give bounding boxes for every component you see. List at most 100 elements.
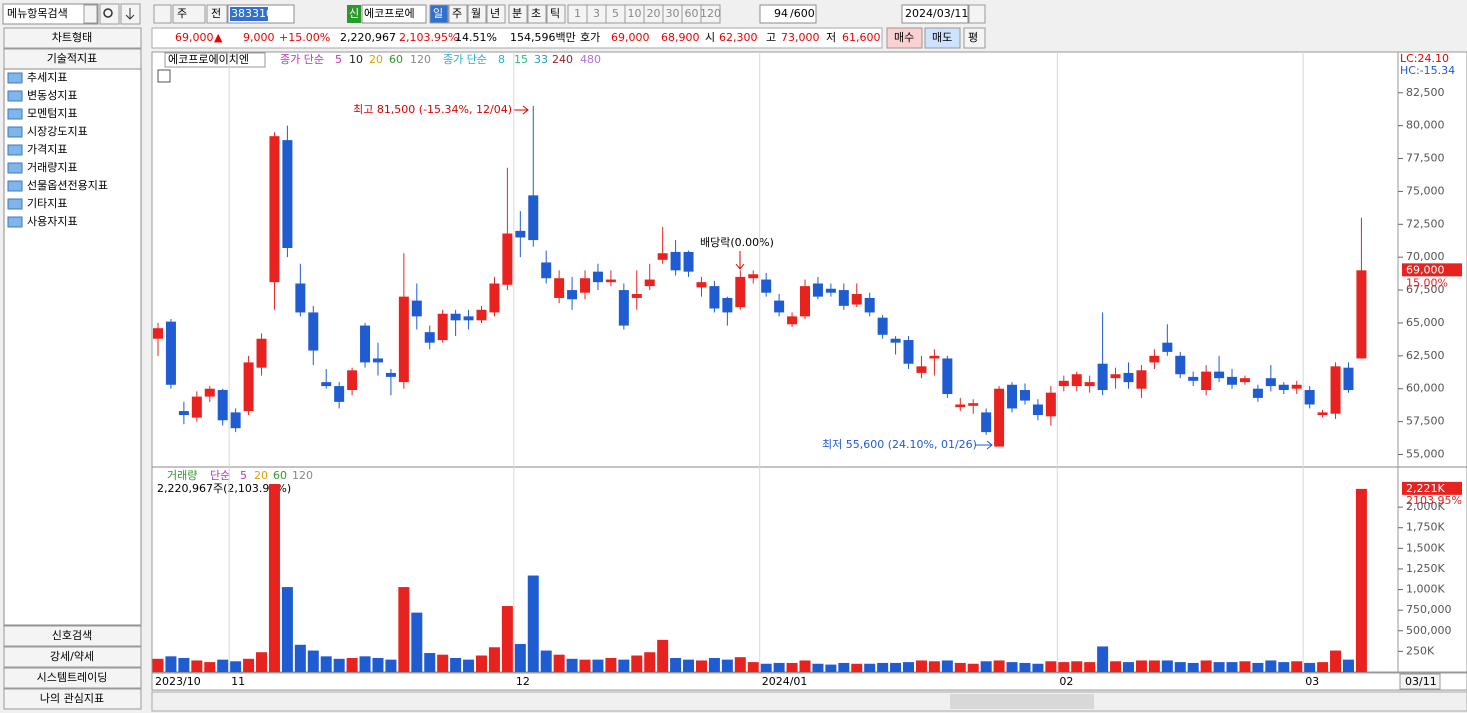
- sell-button[interactable]: [924, 27, 961, 49]
- tree-item[interactable]: 사용자지표: [27, 215, 78, 228]
- table-icon[interactable]: [157, 69, 171, 83]
- candle-body: [541, 262, 552, 279]
- tree-item[interactable]: 변동성지표: [27, 89, 78, 102]
- volume-bar: [915, 660, 927, 672]
- legend-period[interactable]: 120: [292, 469, 313, 482]
- period-label: 초: [531, 7, 541, 20]
- x-axis-area: [151, 672, 1467, 691]
- tab-label: 기술적지표: [47, 52, 98, 65]
- period-button[interactable]: [448, 4, 468, 24]
- y-tick-label: 1,500K: [1406, 541, 1445, 554]
- scrollbar[interactable]: [151, 691, 1467, 712]
- y-tick-label: 75,000: [1406, 184, 1445, 197]
- count-box[interactable]: [759, 4, 817, 24]
- calendar-button[interactable]: [968, 4, 986, 24]
- search-box[interactable]: [2, 3, 99, 25]
- legend-period[interactable]: 10: [349, 53, 363, 66]
- buy-button[interactable]: [886, 27, 923, 49]
- info-ask: 69,000: [611, 31, 650, 44]
- volume-bar: [488, 647, 500, 672]
- last-price: 69,000: [1406, 263, 1445, 276]
- candle-body: [1252, 388, 1263, 398]
- legend-period[interactable]: 60: [273, 469, 287, 482]
- legend-period[interactable]: 20: [254, 469, 268, 482]
- volume-bar: [993, 660, 1005, 672]
- name-box[interactable]: [361, 4, 427, 24]
- candle-body: [1201, 371, 1212, 391]
- legend-period[interactable]: 120: [410, 53, 431, 66]
- panel-button[interactable]: [3, 667, 142, 689]
- tool-button[interactable]: [153, 4, 172, 24]
- legend-period[interactable]: 33: [534, 53, 548, 66]
- legend-period[interactable]: 480: [580, 53, 601, 66]
- annotation-arrow: [735, 251, 745, 270]
- candle-body: [204, 388, 215, 397]
- candle-body: [644, 279, 655, 287]
- info-high: 73,000: [781, 31, 820, 44]
- y-tick-label: 2,000K: [1406, 500, 1445, 513]
- period-button[interactable]: [486, 4, 506, 24]
- last-change: 15.00%: [1406, 276, 1448, 289]
- tree-item[interactable]: 추세지표: [27, 71, 67, 84]
- legend-period[interactable]: 5: [240, 469, 247, 482]
- volume-bar: [1355, 488, 1367, 672]
- volume-bar: [385, 659, 397, 672]
- tree-item[interactable]: 가격지표: [27, 143, 67, 156]
- candle-body: [1084, 382, 1095, 387]
- candle-body: [295, 283, 306, 313]
- candle-body: [1356, 270, 1367, 359]
- volume-bar: [941, 660, 953, 672]
- tree-item[interactable]: 시장강도지표: [27, 125, 88, 138]
- panel-button[interactable]: [3, 688, 142, 710]
- candle-body: [696, 282, 707, 288]
- volume-bar: [540, 650, 552, 672]
- volume-bar: [890, 662, 902, 672]
- interval-label: 20: [647, 7, 661, 20]
- period-button[interactable]: [527, 4, 547, 24]
- volume-bar: [1135, 660, 1147, 672]
- period-button[interactable]: [429, 4, 449, 24]
- tree-item[interactable]: 선물옵션전용지표: [27, 179, 108, 192]
- legend-period[interactable]: 240: [552, 53, 573, 66]
- legend-period[interactable]: 15: [514, 53, 528, 66]
- search-button[interactable]: [99, 3, 120, 25]
- period-button[interactable]: [508, 4, 528, 24]
- candle-body: [683, 251, 694, 272]
- period-button[interactable]: [546, 4, 566, 24]
- tree-item[interactable]: 기타지표: [27, 197, 67, 210]
- candle-body: [178, 411, 189, 416]
- tool-button[interactable]: [206, 4, 228, 24]
- candle-body: [243, 362, 254, 412]
- dropdown[interactable]: [83, 4, 98, 24]
- folder-icon: [7, 216, 23, 228]
- panel-button[interactable]: [3, 646, 142, 668]
- toolbar-label: 전: [211, 7, 221, 20]
- legend-period[interactable]: 60: [389, 53, 403, 66]
- legend-period[interactable]: 8: [498, 53, 505, 66]
- volume-bar: [424, 653, 436, 672]
- volume-bar: [1110, 661, 1122, 672]
- volume-bar: [1161, 660, 1173, 672]
- candle-body: [774, 300, 785, 313]
- candle-body: [437, 313, 448, 341]
- interval-label: 30: [666, 7, 680, 20]
- y-tick-label: 500,000: [1406, 624, 1452, 637]
- candle-body: [1291, 384, 1302, 389]
- tree-item[interactable]: 모멘텀지표: [27, 107, 78, 120]
- scroll-thumb[interactable]: [950, 694, 1094, 709]
- avg-button[interactable]: [963, 27, 986, 49]
- volume-bar: [799, 660, 811, 672]
- date-box[interactable]: [901, 4, 969, 24]
- chart-title: 에코프로에이치엔: [168, 53, 249, 66]
- interval-button[interactable]: [700, 4, 721, 24]
- panel-button[interactable]: [3, 625, 142, 647]
- cursor-box: [1399, 673, 1441, 690]
- legend-period[interactable]: 20: [369, 53, 383, 66]
- legend-period[interactable]: 5: [335, 53, 342, 66]
- period-button[interactable]: [467, 4, 487, 24]
- candle-body: [489, 283, 500, 313]
- tool-button[interactable]: [172, 4, 206, 24]
- tab[interactable]: [3, 27, 142, 49]
- tree-item[interactable]: 거래량지표: [27, 161, 78, 174]
